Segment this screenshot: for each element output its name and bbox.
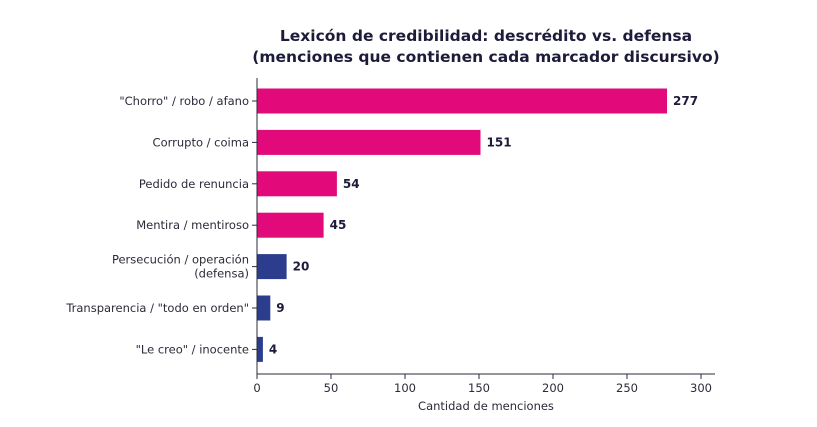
chart-title-line-2: (menciones que contienen cada marcador d… [252,48,719,66]
bar-2 [257,171,337,197]
category-label-1: Corrupto / coima [153,135,249,149]
bar-0 [257,88,667,114]
bar-4 [257,254,287,280]
value-label-0: 277 [673,94,698,108]
x-tick-label-4: 200 [542,381,564,395]
x-axis-title: Cantidad de menciones [418,399,554,413]
value-label-5: 9 [276,301,284,315]
category-label-6: "Le creo" / inocente [136,342,249,356]
category-label-2: Pedido de renuncia [139,177,249,191]
x-tick-label-3: 150 [468,381,490,395]
value-label-1: 151 [487,135,512,149]
x-tick-label-6: 300 [690,381,712,395]
x-tick-label-0: 0 [253,381,260,395]
bar-1 [257,129,481,155]
bars-layer [257,88,667,362]
value-label-2: 54 [343,177,360,191]
category-label-4-line-1: (defensa) [194,267,249,281]
bar-6 [257,336,263,362]
value-label-3: 45 [330,218,347,232]
x-tick-label-5: 250 [616,381,638,395]
category-label-3: Mentira / mentiroso [136,218,249,232]
category-labels-layer: "Chorro" / robo / afano Corrupto / coima P… [65,94,249,356]
category-label-4-line-0: Persecución / operación [112,253,249,267]
chart-title-line-1: Lexicón de credibilidad: descrédito vs. … [280,27,692,45]
value-labels-layer: 277 151 54 45 20 9 4 [269,94,698,356]
bar-3 [257,212,324,238]
value-label-6: 4 [269,342,277,356]
category-label-5: Transparencia / "todo en orden" [65,301,249,315]
x-tick-label-1: 50 [324,381,339,395]
category-label-0: "Chorro" / robo / afano [119,94,249,108]
value-label-4: 20 [293,260,310,274]
x-axis: 0 50 100 150 200 250 300 [252,78,715,395]
bar-5 [257,295,271,321]
x-tick-label-2: 100 [394,381,416,395]
